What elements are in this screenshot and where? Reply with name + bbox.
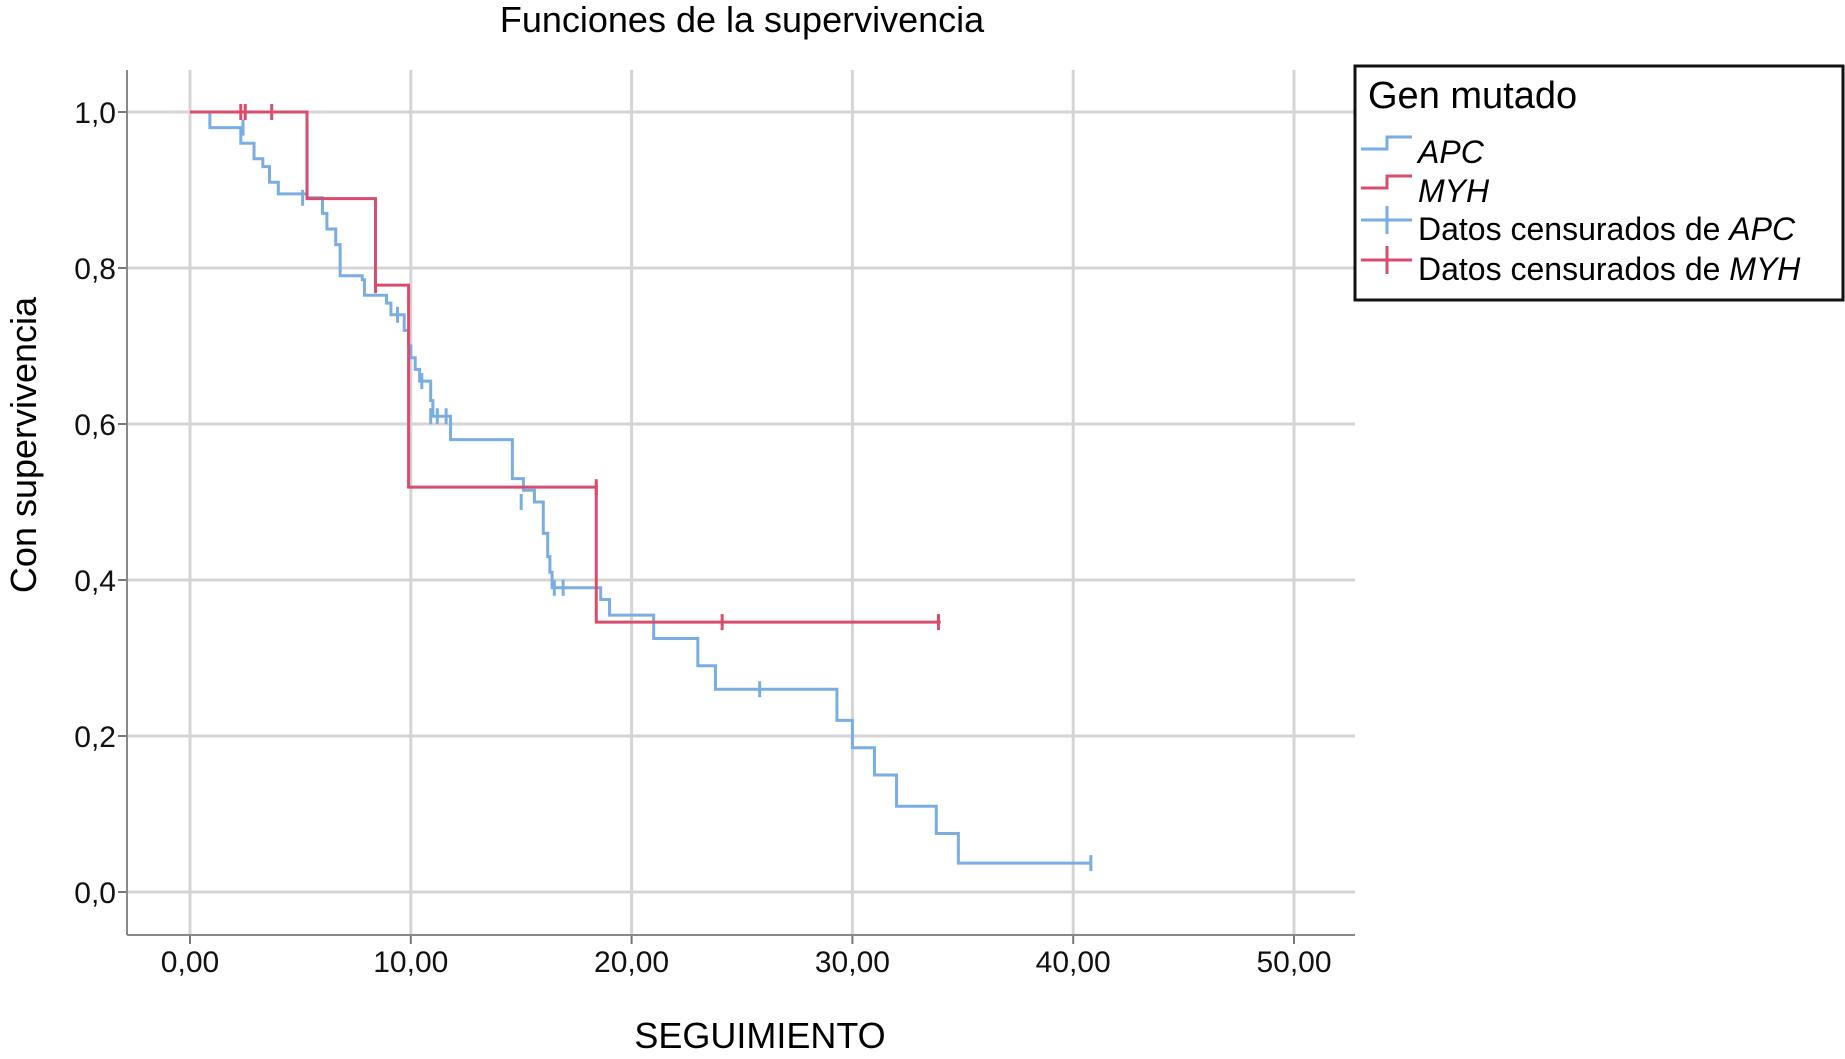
legend-entry-series-name: APC: [1416, 134, 1485, 170]
x-tick-label: 20,00: [594, 946, 669, 979]
legend-entry-series-name: MYH: [1729, 251, 1801, 287]
legend-entry-series-name: MYH: [1418, 173, 1490, 209]
plot-series: [190, 104, 1093, 872]
legend-entry-prefix: Datos censurados de: [1418, 211, 1729, 247]
grid: [127, 70, 1355, 935]
y-tick-label: 0,8: [74, 253, 116, 286]
x-tick-label: 40,00: [1036, 946, 1111, 979]
legend-line-swatch-apc: [1361, 135, 1412, 151]
legend-entry-line-myh: MYH: [1418, 173, 1490, 209]
legend-entry-series-name: APC: [1727, 211, 1796, 247]
chart-title: Funciones de la supervivencia: [500, 0, 985, 40]
legend-box: [1353, 64, 1845, 302]
y-tick-label: 0,6: [74, 409, 116, 442]
x-tick-label: 0,00: [161, 946, 219, 979]
y-tick-label: 0,2: [74, 721, 116, 754]
y-tick-label: 0,4: [74, 565, 116, 598]
legend-entry-line-apc: APC: [1416, 134, 1485, 170]
x-axis-title: SEGUIMIENTO: [634, 1015, 885, 1056]
x-tick-label: 10,00: [373, 946, 448, 979]
axes: 0,00 10,00 20,00 30,00 40,00 50,00 0,0 0,2 0,4 0,…: [74, 70, 1355, 979]
y-tick-label: 1,0: [74, 97, 116, 130]
x-tick-label: 30,00: [815, 946, 890, 979]
legend-entry-censor-myh: Datos censurados de MYH: [1418, 251, 1801, 287]
legend-entry-prefix: Datos censurados de: [1418, 251, 1729, 287]
legend-title: Gen mutado: [1368, 75, 1577, 117]
series-apc-line: [190, 110, 1091, 865]
legend-line-swatch-myh: [1361, 174, 1412, 190]
series-myh-line: [190, 110, 941, 624]
legend-entry-censor-apc: Datos censurados de APC: [1418, 211, 1796, 247]
y-axis-title: Con supervivencia: [3, 296, 44, 593]
x-tick-label: 50,00: [1256, 946, 1331, 979]
y-tick-label: 0,0: [74, 877, 116, 910]
